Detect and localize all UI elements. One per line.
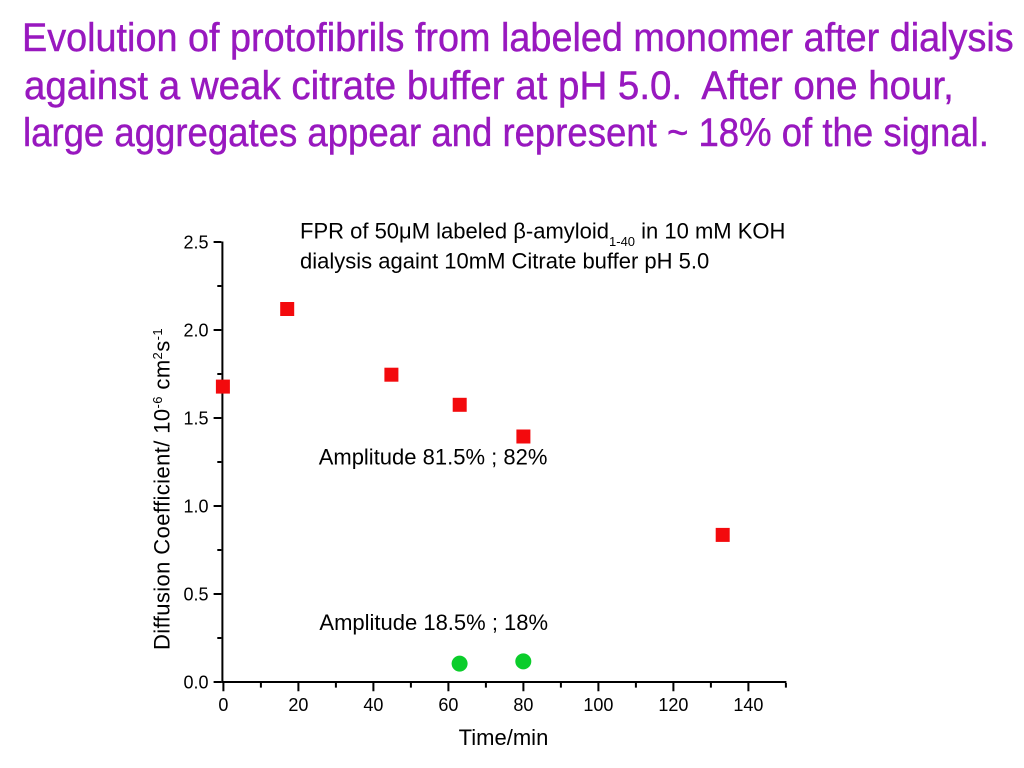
svg-text:dialysis againt 10mM Citrate b: dialysis againt 10mM Citrate buffer pH 5… <box>300 249 709 274</box>
svg-text:1.0: 1.0 <box>183 497 208 517</box>
svg-text:100: 100 <box>583 695 613 715</box>
svg-text:20: 20 <box>288 695 308 715</box>
svg-text:Time/min: Time/min <box>459 725 549 750</box>
svg-text:120: 120 <box>658 695 688 715</box>
svg-text:Amplitude 81.5% ; 82%: Amplitude 81.5% ; 82% <box>319 444 548 469</box>
svg-text:2.0: 2.0 <box>183 321 208 341</box>
svg-text:0.0: 0.0 <box>183 673 208 693</box>
svg-text:140: 140 <box>733 695 763 715</box>
svg-text:2.5: 2.5 <box>183 233 208 253</box>
svg-text:Amplitude 18.5% ; 18%: Amplitude 18.5% ; 18% <box>319 610 548 635</box>
svg-text:FPR of 50μM labeled β-amyloid1: FPR of 50μM labeled β-amyloid1-40 in 10 … <box>300 218 785 249</box>
svg-text:60: 60 <box>438 695 458 715</box>
svg-text:Diffusion Coefficient/ 10-6 cm: Diffusion Coefficient/ 10-6 cm2s-1 <box>150 328 175 650</box>
svg-text:1.5: 1.5 <box>183 409 208 429</box>
svg-text:80: 80 <box>513 695 533 715</box>
svg-text:40: 40 <box>363 695 383 715</box>
svg-text:0.5: 0.5 <box>183 585 208 605</box>
svg-text:0: 0 <box>218 695 228 715</box>
